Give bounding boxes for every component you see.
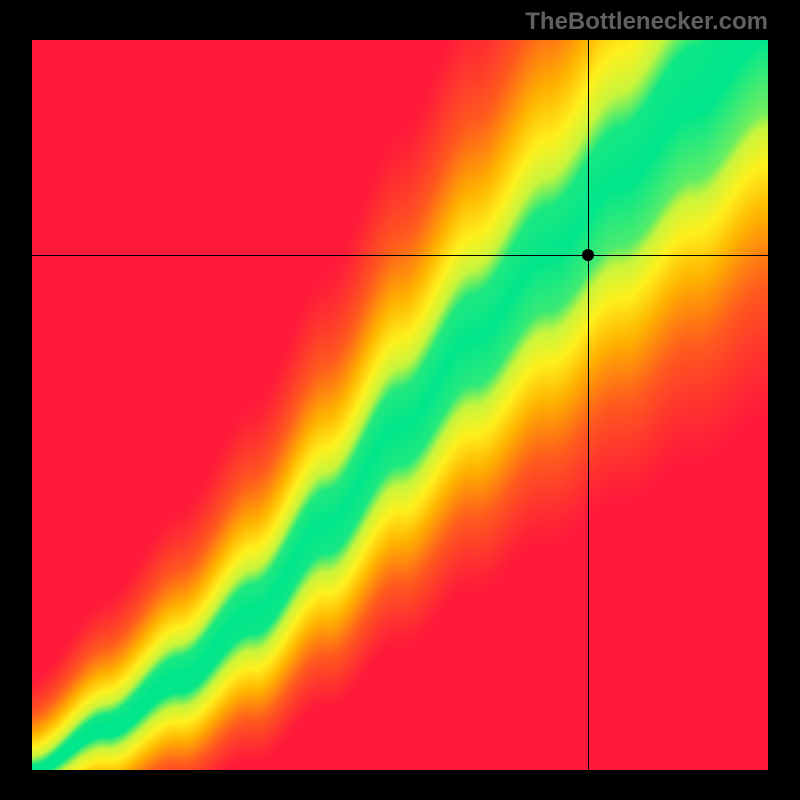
crosshair-marker (582, 249, 594, 261)
crosshair-vertical (588, 40, 589, 770)
chart-container: TheBottlenecker.com (0, 0, 800, 800)
watermark-text: TheBottlenecker.com (525, 8, 768, 36)
crosshair-horizontal (32, 255, 768, 256)
heatmap-canvas (32, 40, 768, 770)
heatmap-area (32, 40, 768, 770)
